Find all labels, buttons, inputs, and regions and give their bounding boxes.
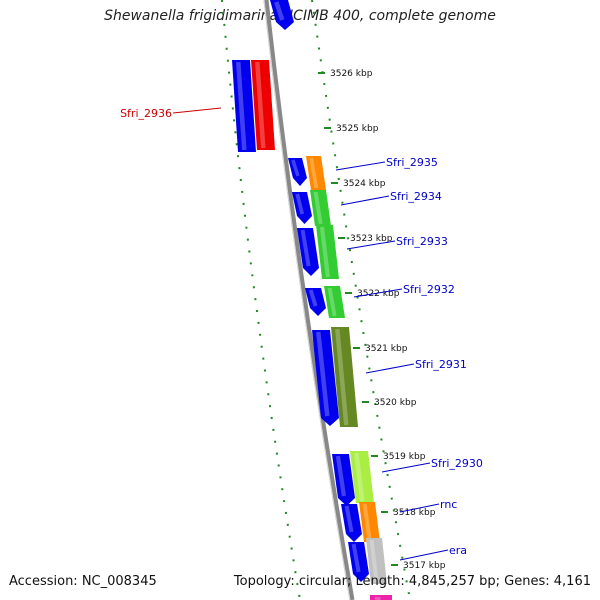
- gene-block-shine: [300, 229, 311, 267]
- gene-block-shine: [291, 159, 300, 177]
- genome-backbone: [263, 0, 355, 600]
- gene-block-shine: [369, 539, 379, 583]
- kbp-label: 3523 kbp: [350, 234, 393, 244]
- gene-block[interactable]: [359, 502, 380, 542]
- gene-block[interactable]: [306, 156, 326, 190]
- gene-block[interactable]: [348, 542, 369, 582]
- gene-leader-line: [399, 549, 449, 561]
- outer-dotted-track: [221, 0, 301, 600]
- gene-block[interactable]: [324, 286, 345, 318]
- gene-block[interactable]: [305, 288, 326, 316]
- gene-block[interactable]: [332, 454, 355, 506]
- gene-block-shine: [308, 289, 318, 307]
- genome-title: Shewanella frigidimarina NCIMB 400, comp…: [104, 8, 496, 24]
- kbp-label: 3522 kbp: [357, 289, 400, 299]
- kbp-label: 3525 kbp: [336, 124, 379, 134]
- gene-block-shine: [335, 328, 349, 426]
- gene-block[interactable]: [341, 504, 362, 542]
- gene-block[interactable]: [316, 225, 339, 279]
- gene-labels: Sfri_2936 Sfri_2935 Sfri_2934 Sfri_2933 Sfri…: [120, 107, 483, 561]
- gene-block[interactable]: [331, 327, 358, 427]
- gene-block-shine: [236, 61, 247, 151]
- gene-leader-line: [399, 503, 440, 513]
- gene-label[interactable]: era: [449, 544, 467, 557]
- gene-label[interactable]: Sfri_2933: [396, 235, 448, 248]
- gene-label[interactable]: rnc: [440, 498, 457, 511]
- gene-block[interactable]: [366, 538, 387, 584]
- kbp-label: 3520 kbp: [374, 398, 417, 408]
- inner-dotted-track: [311, 0, 411, 600]
- gene-block[interactable]: [350, 451, 374, 503]
- gene-block-shine: [316, 331, 330, 417]
- gene-block[interactable]: [292, 192, 312, 224]
- kbp-label: 3519 kbp: [383, 452, 426, 462]
- gene-label[interactable]: Sfri_2935: [386, 156, 438, 169]
- genome-summary-text: Topology: circular; Length: 4,845,257 bp…: [233, 574, 591, 589]
- kbp-label: 3517 kbp: [403, 561, 446, 571]
- gene-leader-line: [172, 107, 222, 114]
- genome-backbone-highlight: [263, 0, 351, 600]
- gene-block[interactable]: [270, 0, 294, 30]
- gene-label[interactable]: Sfri_2932: [403, 283, 455, 296]
- kbp-ruler: 3526 kbp 3525 kbp 3524 kbp 3523 kbp 3522 kbp…: [318, 69, 446, 571]
- gene-block[interactable]: [251, 60, 275, 150]
- gene-block-shine: [354, 452, 365, 502]
- gene-block-shine: [274, 1, 285, 21]
- gene-block[interactable]: [312, 330, 339, 426]
- gene-leader-line: [381, 462, 431, 473]
- gene-leader-line: [365, 363, 415, 374]
- accession-text: Accession: NC_008345: [9, 574, 157, 589]
- gene-block-shine: [335, 455, 347, 497]
- gene-block-shine: [362, 503, 372, 541]
- kbp-label: 3518 kbp: [393, 508, 436, 518]
- gene-block-shine: [319, 226, 331, 278]
- gene-features: [232, 0, 392, 600]
- gene-block-shine: [309, 157, 319, 189]
- gene-leader-line: [335, 161, 386, 171]
- gene-block[interactable]: [232, 60, 256, 152]
- gene-block-shine: [351, 543, 361, 573]
- gene-block[interactable]: [288, 158, 307, 186]
- gene-leader-line: [340, 195, 390, 206]
- gene-block[interactable]: [310, 190, 331, 226]
- gene-label[interactable]: Sfri_2934: [390, 190, 442, 203]
- gene-block-shine: [295, 193, 305, 215]
- gene-leader-line: [353, 288, 403, 298]
- gene-block-shine: [327, 287, 337, 317]
- kbp-label: 3526 kbp: [330, 69, 373, 79]
- gene-label[interactable]: Sfri_2931: [415, 358, 467, 371]
- gene-block-shine: [313, 191, 323, 225]
- gene-leader-line: [346, 240, 396, 250]
- gene-block-shine: [344, 505, 354, 533]
- kbp-label: 3521 kbp: [365, 344, 408, 354]
- gene-block[interactable]: [370, 595, 392, 600]
- kbp-label: 3524 kbp: [343, 179, 386, 189]
- gene-label[interactable]: Sfri_2930: [431, 457, 483, 470]
- gene-block[interactable]: [297, 228, 319, 276]
- gene-block-shine: [255, 61, 266, 149]
- gene-label[interactable]: Sfri_2936: [120, 107, 172, 120]
